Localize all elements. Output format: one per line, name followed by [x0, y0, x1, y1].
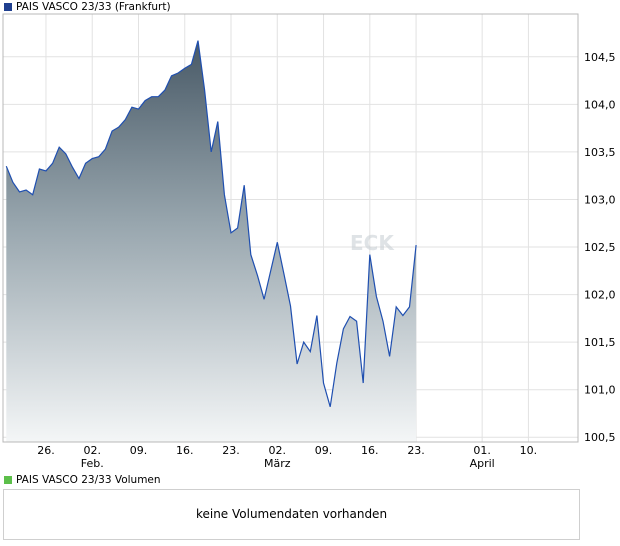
x-tick-label-6: 09. [315, 444, 333, 457]
y-axis-labels: 100,5 101,0 101,5 102,0 102,5 103,0 103,5 104,0… [584, 51, 616, 444]
x-tick-label-4: 23. [222, 444, 240, 457]
x-tick-label-7: 16. [361, 444, 379, 457]
x-tick-label-2: 09. [130, 444, 148, 457]
y-tick-label-2: 101,5 [584, 336, 616, 349]
price-legend-swatch [4, 3, 12, 11]
y-tick-label-6: 103,5 [584, 146, 616, 159]
y-tick-label-7: 104,0 [584, 98, 616, 111]
x-tick-sublabel-1: Feb. [81, 457, 104, 470]
price-line [5, 40, 417, 407]
y-tick-label-1: 101,0 [584, 384, 616, 397]
watermark-text: ECK [350, 231, 395, 255]
x-tick-label-5: 02. [269, 444, 287, 457]
y-tick-label-8: 104,5 [584, 51, 616, 64]
volume-legend: PAIS VASCO 23/33 Volumen [4, 473, 161, 487]
plot-frame [2, 13, 579, 443]
price-legend-label: PAIS VASCO 23/33 (Frankfurt) [16, 1, 171, 13]
price-legend: PAIS VASCO 23/33 (Frankfurt) [4, 0, 171, 14]
y-tick-label-3: 102,0 [584, 289, 616, 302]
x-tick-label-9: 01. [473, 444, 491, 457]
x-tick-sublabel-5: März [264, 457, 291, 470]
x-tick-label-0: 26. [37, 444, 55, 457]
price-chart: ECK 100,5101,0101,5102,0102,5103,0103,51… [2, 13, 616, 470]
no-volume-message: keine Volumendaten vorhanden [195, 507, 388, 521]
y-tick-label-5: 103,0 [584, 193, 616, 206]
volume-panel: keine Volumendaten vorhanden [3, 489, 580, 540]
volume-legend-label: PAIS VASCO 23/33 Volumen [16, 474, 161, 486]
x-tick-sublabel-9: April [470, 457, 495, 470]
y-tick-label-4: 102,5 [584, 241, 616, 254]
x-tick-label-8: 23. [407, 444, 425, 457]
y-tick-label-0: 100,5 [584, 431, 616, 444]
x-tick-label-3: 16. [176, 444, 194, 457]
volume-legend-swatch [4, 476, 12, 484]
x-tick-label-1: 02. [83, 444, 101, 457]
x-tick-label-10: 10. [520, 444, 538, 457]
